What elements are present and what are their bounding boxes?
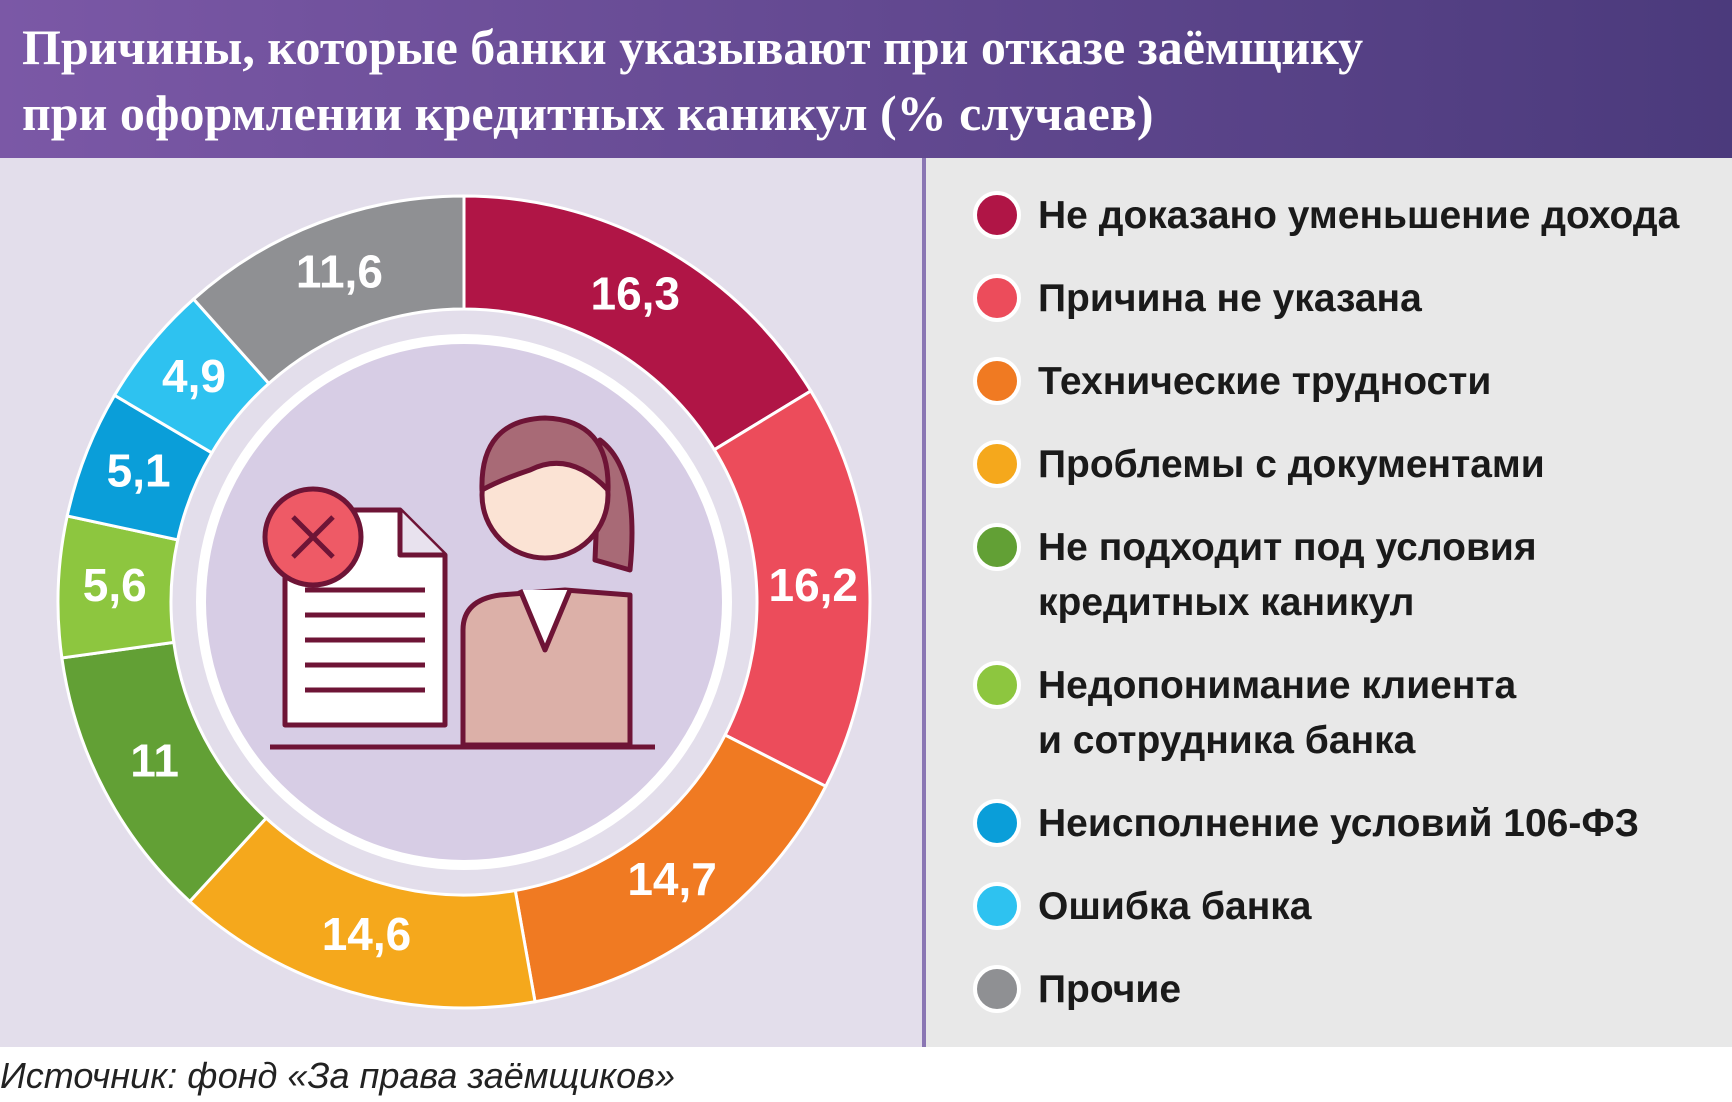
data-label: 5,6 [83, 559, 147, 611]
legend-dot [973, 661, 1021, 709]
donut-chart: 16,3 16,2 14,7 14,6 11 5,6 5,1 4,9 11,6 [56, 194, 872, 1010]
legend-dot [973, 799, 1021, 847]
legend-label: Проблемы с документами [1038, 443, 1545, 486]
legend-dot [973, 357, 1021, 405]
data-label: 5,1 [107, 445, 171, 497]
legend-dot [973, 882, 1021, 930]
data-label: 16,2 [768, 559, 858, 611]
data-label: 11,6 [296, 246, 383, 298]
data-label: 16,3 [590, 267, 680, 319]
legend-label: Прочие [1038, 968, 1182, 1011]
legend-label: Ошибка банка [1038, 885, 1312, 928]
legend-label: Не подходит под условия кредитных канику… [1038, 526, 1537, 624]
legend-panel [926, 158, 1732, 1047]
legend-label: Не доказано уменьшение дохода [1038, 194, 1680, 237]
donut-segment [191, 194, 466, 386]
legend-dot [973, 965, 1021, 1013]
legend-dot [973, 440, 1021, 488]
source-note: Источник: фонд «За права заёмщиков» [0, 1055, 675, 1096]
legend-label: Неисполнение условий 106-ФЗ [1038, 802, 1640, 845]
illustration [262, 415, 655, 750]
data-label: 14,7 [627, 853, 717, 905]
legend-label: Причина не указана [1038, 277, 1422, 320]
legend-dot [973, 523, 1021, 571]
legend-dot [973, 191, 1021, 239]
data-label: 14,6 [322, 908, 412, 960]
chart-title: Причины, которые банки указывают при отк… [0, 0, 1732, 158]
divider [922, 158, 926, 1047]
legend-label: Технические трудности [1038, 360, 1492, 403]
legend-dot [973, 274, 1021, 322]
legend-label: Недопонимание клиента и сотрудника банка [1038, 664, 1517, 762]
data-label: 4,9 [162, 350, 226, 402]
data-label: 11 [130, 735, 179, 787]
